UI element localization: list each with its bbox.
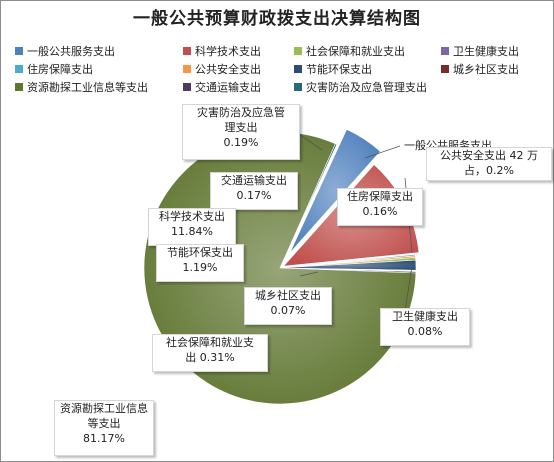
data-label-text: 公共安全支出 42 万 [440, 149, 538, 162]
data-label-text: 交通运输支出 [221, 174, 287, 187]
data-label: 科学技术支出 11.84% [148, 208, 236, 246]
legend-item: 交通运输支出 [183, 81, 261, 94]
data-label-text: 占，0.2% [464, 164, 514, 177]
legend-item: 城乡社区支出 [441, 63, 519, 76]
data-label-text: 1.19% [182, 261, 218, 274]
data-label: 节能环保支出 1.19% [156, 244, 244, 282]
data-label: 住房保障支出 0.16% [337, 188, 423, 226]
data-label-text: 理支出 [224, 121, 258, 134]
data-label-text: 出 0.31% [185, 351, 235, 364]
data-label-text: 0.07% [270, 304, 306, 317]
data-label-text: 社会保障和就业支 [166, 336, 254, 349]
legend-swatch [15, 65, 23, 73]
legend-item: 卫生健康支出 [441, 45, 519, 58]
legend-label: 科学技术支出 [195, 45, 261, 58]
data-label-text: 科学技术支出 [159, 210, 225, 223]
chart-title: 一般公共预算财政拨支出决算结构图 [133, 9, 421, 29]
legend-item: 一般公共服务支出 [15, 45, 115, 58]
legend: 一般公共服务支出 科学技术支出 社会保障和就业支出 卫生健康支出住房保障支出 公共安全支… [0, 0, 554, 110]
leader-line [299, 271, 319, 277]
legend-swatch [183, 83, 191, 91]
legend-swatch [183, 65, 191, 73]
legend-swatch [15, 83, 23, 91]
legend-swatch [441, 47, 449, 55]
legend-swatch [183, 47, 191, 55]
data-label-text: 0.17% [236, 189, 272, 202]
legend-item: 科学技术支出 [183, 45, 261, 58]
data-label-text: 灾害防治及应急管 [197, 106, 285, 119]
data-label-text: 11.84% [171, 225, 213, 238]
data-label: 公共安全支出 42 万占，0.2% [426, 147, 552, 181]
legend-label: 交通运输支出 [195, 81, 261, 94]
legend-label: 卫生健康支出 [453, 45, 519, 58]
data-label: 城乡社区支出 0.07% [244, 287, 332, 325]
data-label-text: 城乡社区支出 [255, 289, 321, 302]
data-label-text: 卫生健康支出 [392, 310, 458, 323]
legend-label: 社会保障和就业支出 [306, 45, 405, 58]
data-label-text: 资源勘探工业信息 [60, 402, 148, 415]
legend-label: 住房保障支出 [27, 63, 93, 76]
data-label: 卫生健康支出 0.08% [380, 308, 470, 346]
legend-item: 节能环保支出 [294, 63, 372, 76]
legend-swatch [441, 65, 449, 73]
data-label-text: 0.16% [362, 205, 398, 218]
pie-slice [289, 128, 381, 254]
data-label-text: 节能环保支出 [167, 246, 233, 259]
legend-swatch [15, 47, 23, 55]
legend-label: 资源勘探工业信息等支出 [27, 81, 148, 94]
data-label-text: 81.17% [83, 432, 125, 445]
legend-item: 灾害防治及应急管理支出 [294, 81, 427, 94]
legend-label: 一般公共服务支出 [27, 45, 115, 58]
data-label: 社会保障和就业支出 0.31% [152, 334, 268, 372]
legend-label: 公共安全支出 [195, 63, 261, 76]
legend-label: 节能环保支出 [306, 63, 372, 76]
legend-item: 资源勘探工业信息等支出 [15, 81, 148, 94]
legend-label: 灾害防治及应急管理支出 [306, 81, 427, 94]
legend-item: 住房保障支出 [15, 63, 93, 76]
legend-label: 城乡社区支出 [453, 63, 519, 76]
data-label-text: 等支出 [87, 417, 121, 430]
data-label-text: 住房保障支出 [347, 190, 413, 203]
data-label: 资源勘探工业信息 等支出 81.17% [54, 400, 154, 456]
data-label: 灾害防治及应急管 理支出 0.19% [182, 104, 300, 160]
data-label: 交通运输支出 0.17% [210, 172, 298, 210]
legend-item: 公共安全支出 [183, 63, 261, 76]
legend-item: 社会保障和就业支出 [294, 45, 405, 58]
data-label-text: 0.08% [407, 325, 443, 338]
legend-swatch [294, 47, 302, 55]
leader-line [364, 145, 401, 159]
data-label-text: 0.19% [223, 136, 259, 149]
legend-swatch [294, 65, 302, 73]
legend-swatch [294, 83, 302, 91]
